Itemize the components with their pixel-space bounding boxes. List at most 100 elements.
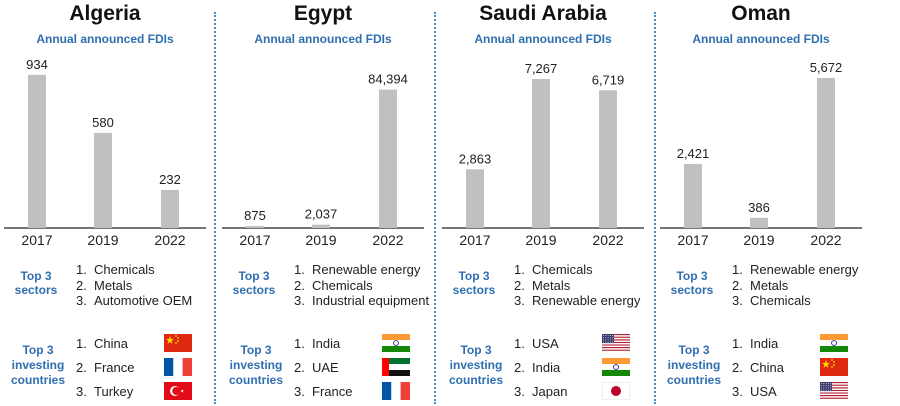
sector-name: Chemicals [750, 293, 811, 308]
x-tick-label: 2019 [87, 232, 118, 248]
list-item: 3. Automotive OEM [76, 293, 212, 309]
label-line: investing [667, 358, 721, 372]
label-line: Top 3 [22, 343, 54, 357]
data-label: 7,267 [525, 61, 558, 76]
list-number: 2. [732, 360, 743, 375]
list-item: 2. Metals [514, 278, 652, 294]
country-title: Egypt [293, 2, 353, 25]
country-panel-3: Oman Annual announced FDIs 2,421 2017 386 201… [656, 0, 900, 406]
label-line: sectors [232, 283, 276, 297]
investor-row: 2. France [76, 360, 134, 375]
list-number: 2. [514, 360, 525, 375]
bar [379, 89, 397, 228]
list-number: 1. [514, 262, 525, 277]
investor-row: 1. India [732, 336, 778, 351]
bar [750, 217, 768, 228]
label-line: Top 3 [458, 269, 490, 283]
investor-row: 3. Turkey [76, 384, 133, 399]
list-number: 2. [294, 277, 305, 293]
investor-name: USA [532, 336, 559, 351]
investor-name: China [94, 336, 128, 351]
list-item: 1. Chemicals [514, 262, 652, 278]
list-number: 1. [514, 336, 525, 351]
investor-name: India [750, 336, 779, 351]
sector-name: Renewable energy [532, 293, 641, 308]
sector-list: 1. Chemicals 2. Metals 3. Automotive OEM [76, 262, 212, 309]
investor-row: 2. UAE [294, 360, 339, 375]
list-item: 1. Renewable energy [294, 262, 432, 278]
investor-name: France [94, 360, 135, 375]
investor-row: 2. China [732, 360, 784, 375]
list-number: 1. [294, 262, 305, 277]
list-item: 1. Renewable energy [732, 262, 898, 278]
top-sectors-label: Top 3 sectors [668, 269, 716, 297]
sector-name: Industrial equipment [312, 293, 430, 308]
country-title: Saudi Arabia [479, 2, 607, 25]
uae-flag-icon [382, 358, 410, 376]
sector-list: 1. Chemicals 2. Metals 3. Renewable energy [514, 262, 652, 309]
list-number: 3. [76, 293, 87, 308]
label-line: countries [10, 373, 65, 387]
list-number: 3. [294, 384, 305, 399]
data-label: 232 [159, 172, 181, 187]
sector-name: Metals [532, 277, 571, 293]
list-number: 1. [294, 336, 305, 351]
label-line: sectors [670, 283, 714, 297]
data-label: 875 [244, 208, 266, 223]
investor-name: Japan [532, 384, 568, 399]
x-tick-label: 2022 [154, 232, 185, 248]
investor-name: UAE [312, 360, 339, 375]
chart-subtitle: Annual announced FDIs [692, 32, 830, 46]
india-flag-icon [382, 334, 410, 352]
sector-name: Chemicals [532, 262, 593, 277]
sector-name: Renewable energy [750, 262, 859, 277]
label-line: Top 3 [460, 343, 492, 357]
sector-name: Automotive OEM [94, 293, 193, 308]
list-number: 3. [732, 293, 743, 308]
investor-row: 3. France [294, 384, 352, 399]
india-flag-icon [602, 358, 630, 376]
bar [161, 189, 179, 228]
investor-row: 1. USA [514, 336, 559, 351]
x-tick-label: 2019 [525, 232, 556, 248]
label-line: investing [449, 358, 503, 372]
label-line: investing [229, 358, 283, 372]
investor-name: India [532, 360, 561, 375]
data-label: 84,394 [368, 72, 408, 87]
x-tick-label: 2022 [372, 232, 403, 248]
investor-name: USA [750, 384, 777, 399]
x-tick-label: 2017 [677, 232, 708, 248]
list-item: 1. Chemicals [76, 262, 212, 278]
china-flag-icon [820, 358, 848, 376]
list-number: 3. [76, 384, 87, 399]
list-number: 2. [732, 277, 743, 293]
chart-subtitle: Annual announced FDIs [474, 32, 612, 46]
country-panel-0: Algeria Annual announced FDIs 934 2017 580 20… [0, 0, 214, 406]
bar [94, 132, 112, 228]
list-number: 2. [76, 277, 87, 293]
top-investing-label: Top 3 investing countries [8, 343, 68, 388]
panel-divider [214, 12, 216, 404]
data-label: 2,863 [459, 151, 492, 166]
label-line: Top 3 [678, 343, 710, 357]
data-label: 2,421 [677, 146, 710, 161]
x-tick-label: 2017 [239, 232, 270, 248]
china-flag-icon [164, 334, 192, 352]
bar [312, 224, 330, 228]
top-investing-label: Top 3 investing countries [664, 343, 724, 388]
investor-name: India [312, 336, 341, 351]
bar-chart: 2,421 2017 386 2019 5,672 2022 [660, 60, 862, 248]
label-line: countries [448, 373, 503, 387]
x-tick-label: 2019 [305, 232, 336, 248]
label-line: sectors [452, 283, 496, 297]
france-flag-icon [164, 358, 192, 376]
investor-row: 2. India [514, 360, 560, 375]
list-number: 3. [514, 293, 525, 308]
list-number: 1. [76, 262, 87, 277]
bar [246, 226, 264, 228]
japan-flag-icon [602, 382, 630, 400]
bar-chart: 934 2017 580 2019 232 2022 [4, 57, 206, 248]
label-line: Top 3 [676, 269, 708, 283]
sector-name: Chemicals [312, 277, 373, 293]
x-tick-label: 2019 [743, 232, 774, 248]
